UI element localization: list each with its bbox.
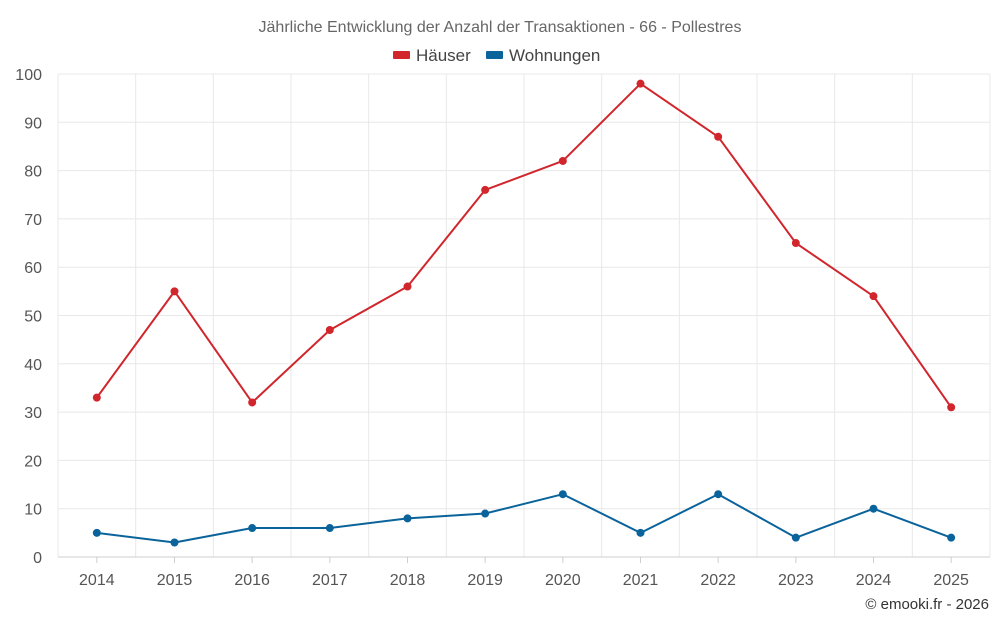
x-tick-label: 2025 xyxy=(933,572,969,589)
series-line xyxy=(96,82,952,408)
x-tick-label: 2019 xyxy=(467,572,503,589)
data-point[interactable] xyxy=(403,282,412,291)
data-point[interactable] xyxy=(636,528,645,537)
data-point[interactable] xyxy=(869,504,878,513)
credit-text: © emooki.fr - 2026 xyxy=(865,596,989,613)
legend-label-haeuser: Häuser xyxy=(416,46,471,65)
data-point[interactable] xyxy=(248,524,257,533)
y-tick-label: 80 xyxy=(24,164,42,181)
series-line xyxy=(96,493,952,544)
data-point[interactable] xyxy=(947,533,956,542)
series-1 xyxy=(92,490,956,547)
y-tick-label: 30 xyxy=(24,405,42,422)
y-tick-label: 40 xyxy=(24,357,42,374)
chart-title: Jährliche Entwicklung der Anzahl der Tra… xyxy=(259,19,742,36)
data-point[interactable] xyxy=(558,490,567,499)
legend: Häuser Wohnungen xyxy=(393,46,600,65)
x-tick-label: 2017 xyxy=(312,572,348,589)
data-point[interactable] xyxy=(170,538,179,547)
data-point[interactable] xyxy=(248,398,257,407)
data-point[interactable] xyxy=(92,393,101,402)
y-axis: 0 10 20 30 40 50 60 70 80 90 100 xyxy=(15,67,42,567)
data-point[interactable] xyxy=(170,287,179,296)
data-point[interactable] xyxy=(947,403,956,412)
y-tick-label: 20 xyxy=(24,453,42,470)
data-point[interactable] xyxy=(714,490,723,499)
x-tick-label: 2018 xyxy=(390,572,426,589)
y-tick-label: 70 xyxy=(24,212,42,229)
y-tick-label: 10 xyxy=(24,502,42,519)
x-tick-label: 2024 xyxy=(856,572,892,589)
data-point[interactable] xyxy=(481,185,490,194)
series-0 xyxy=(92,79,956,412)
x-tick-label: 2014 xyxy=(79,572,115,589)
x-tick-label: 2022 xyxy=(700,572,736,589)
legend-item-haeuser[interactable]: Häuser xyxy=(393,46,471,65)
y-tick-label: 90 xyxy=(24,115,42,132)
y-tick-label: 50 xyxy=(24,309,42,326)
x-tick-label: 2015 xyxy=(157,572,193,589)
y-tick-label: 0 xyxy=(33,550,42,567)
data-point[interactable] xyxy=(325,524,334,533)
data-point[interactable] xyxy=(791,533,800,542)
series-layer xyxy=(92,79,956,547)
y-tick-label: 60 xyxy=(24,260,42,277)
x-tick-label: 2016 xyxy=(234,572,270,589)
data-point[interactable] xyxy=(869,292,878,301)
legend-label-wohnungen: Wohnungen xyxy=(509,46,600,65)
data-point[interactable] xyxy=(325,325,334,334)
data-point[interactable] xyxy=(714,132,723,141)
data-point[interactable] xyxy=(403,514,412,523)
data-point[interactable] xyxy=(481,509,490,518)
x-tick-label: 2023 xyxy=(778,572,814,589)
data-point[interactable] xyxy=(791,239,800,248)
grid xyxy=(57,73,991,558)
x-tick-label: 2020 xyxy=(545,572,581,589)
legend-swatch-haeuser xyxy=(393,51,410,59)
data-point[interactable] xyxy=(636,79,645,88)
x-tick-label: 2021 xyxy=(623,572,659,589)
data-point[interactable] xyxy=(92,528,101,537)
legend-swatch-wohnungen xyxy=(486,51,503,59)
y-tick-label: 100 xyxy=(15,67,42,84)
data-point[interactable] xyxy=(558,156,567,165)
legend-item-wohnungen[interactable]: Wohnungen xyxy=(486,46,600,65)
x-axis: 2014 2015 2016 2017 2018 2019 2020 2021 2022 2023… xyxy=(58,556,990,589)
